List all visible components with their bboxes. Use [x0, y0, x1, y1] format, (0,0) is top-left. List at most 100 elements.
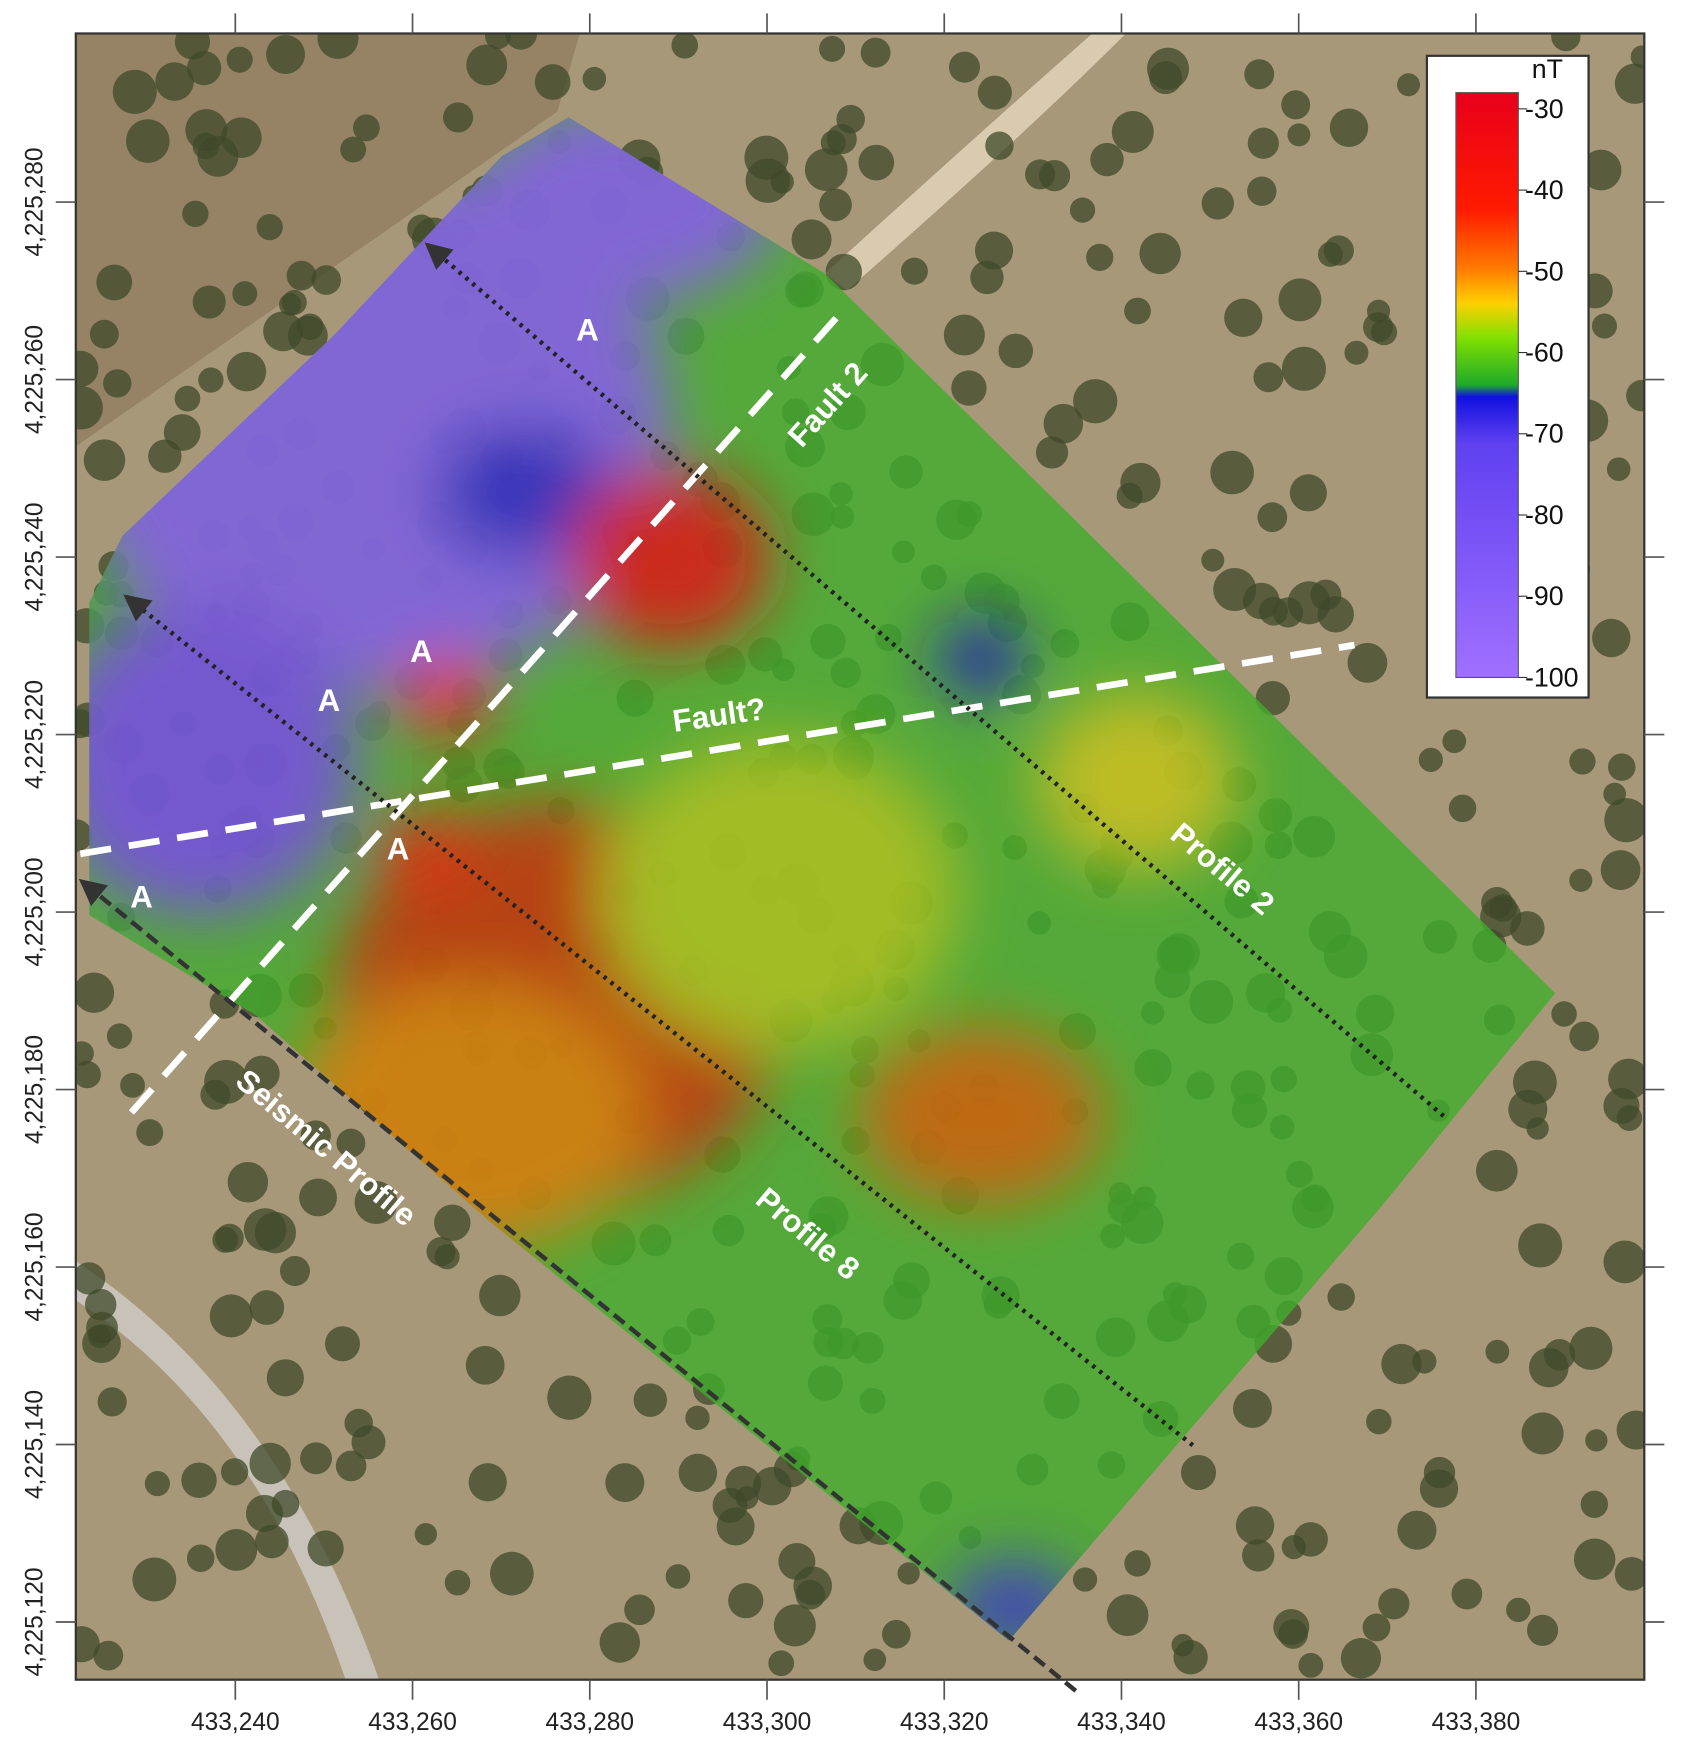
tree	[1378, 1588, 1410, 1620]
tree	[1448, 794, 1477, 823]
tree	[970, 260, 1004, 295]
tree	[1347, 642, 1388, 683]
tree	[858, 144, 895, 181]
tree	[1287, 123, 1311, 147]
tree	[468, 1463, 507, 1502]
x-tick-label: 433,360	[1254, 1709, 1343, 1736]
tree	[1120, 462, 1161, 504]
tree	[132, 1557, 177, 1602]
tree	[1244, 59, 1275, 90]
tree	[1580, 1490, 1609, 1519]
tree	[83, 439, 126, 481]
tree	[1616, 1410, 1645, 1450]
tree	[144, 1470, 170, 1497]
tree	[1451, 1578, 1483, 1610]
y-tick-label: 4,225,260	[21, 325, 48, 434]
tree	[605, 1463, 645, 1503]
tree	[1412, 1349, 1437, 1374]
tree	[1247, 176, 1277, 206]
tree	[678, 1453, 718, 1493]
x-tick-label: 433,380	[1432, 1709, 1521, 1736]
tree	[249, 1290, 285, 1325]
tree	[1626, 379, 1645, 412]
annotation: A	[576, 312, 599, 347]
tree	[426, 1236, 456, 1267]
tree	[1603, 1240, 1645, 1284]
tree	[900, 257, 928, 285]
tree	[106, 1023, 133, 1049]
tree	[182, 200, 209, 228]
tree	[1289, 474, 1327, 512]
tree	[174, 33, 211, 60]
tree	[75, 1041, 94, 1066]
tree	[744, 135, 789, 180]
y-tick-label: 4,225,180	[21, 1035, 48, 1144]
tree	[1397, 1510, 1437, 1550]
tree	[485, 33, 511, 50]
tree	[243, 1208, 287, 1251]
tree	[1247, 127, 1279, 159]
tree	[1551, 33, 1581, 52]
tree	[504, 33, 538, 50]
tree	[89, 319, 119, 349]
tree	[897, 1562, 920, 1585]
tree	[716, 1507, 755, 1546]
tree	[479, 1274, 521, 1317]
tree	[197, 135, 239, 177]
tree	[1603, 782, 1627, 806]
tree	[444, 1569, 471, 1596]
x-tick-label: 433,320	[900, 1709, 989, 1736]
tree	[819, 188, 852, 222]
tree	[1069, 197, 1096, 223]
tree	[951, 370, 987, 406]
colorbar-tick-label: -90	[1525, 581, 1564, 611]
tree	[279, 1255, 310, 1287]
tree	[1086, 243, 1114, 272]
tree	[1281, 1535, 1306, 1560]
tree	[1210, 450, 1254, 495]
tree	[665, 1564, 691, 1589]
tree	[1201, 187, 1234, 220]
tree	[1592, 618, 1631, 658]
tree	[232, 281, 258, 307]
tree	[215, 1528, 258, 1571]
tree	[1243, 582, 1280, 620]
tree	[768, 1650, 795, 1677]
tree	[434, 1204, 471, 1242]
tree	[1073, 379, 1118, 424]
tree	[1281, 346, 1327, 391]
tree	[226, 351, 267, 392]
tree	[1149, 61, 1183, 95]
x-tick-label: 433,260	[368, 1709, 457, 1736]
tree	[1506, 1597, 1531, 1623]
tree	[335, 1450, 367, 1482]
colorbar-title: nT	[1532, 54, 1563, 84]
colorbar-tick-label: -70	[1525, 419, 1564, 449]
tree	[1603, 1087, 1640, 1124]
colorbar-tick-label: -30	[1525, 94, 1564, 124]
tree	[825, 253, 863, 291]
tree	[1181, 1454, 1217, 1491]
tree	[1344, 340, 1369, 365]
tree	[75, 1262, 106, 1295]
tree	[1340, 1638, 1382, 1679]
tree	[948, 51, 981, 83]
tree	[1072, 1567, 1098, 1592]
tree	[82, 1324, 121, 1364]
tree	[735, 1486, 759, 1510]
tree	[753, 1466, 792, 1506]
tree	[1329, 108, 1369, 147]
tree	[1278, 278, 1322, 322]
tree	[1600, 850, 1641, 890]
tree	[198, 367, 224, 393]
tree	[174, 385, 201, 412]
tree	[249, 1442, 291, 1485]
tree	[1573, 1538, 1616, 1581]
colorbar-bar	[1455, 92, 1519, 679]
y-tick-label: 4,225,140	[21, 1390, 48, 1499]
tree	[1397, 73, 1420, 97]
tree	[266, 1359, 304, 1397]
y-tick-label: 4,225,280	[21, 148, 48, 257]
colorbar: nT -30 -40 -50 -60 -70 -80 -90 -100	[1425, 54, 1590, 699]
tree	[1604, 798, 1645, 843]
